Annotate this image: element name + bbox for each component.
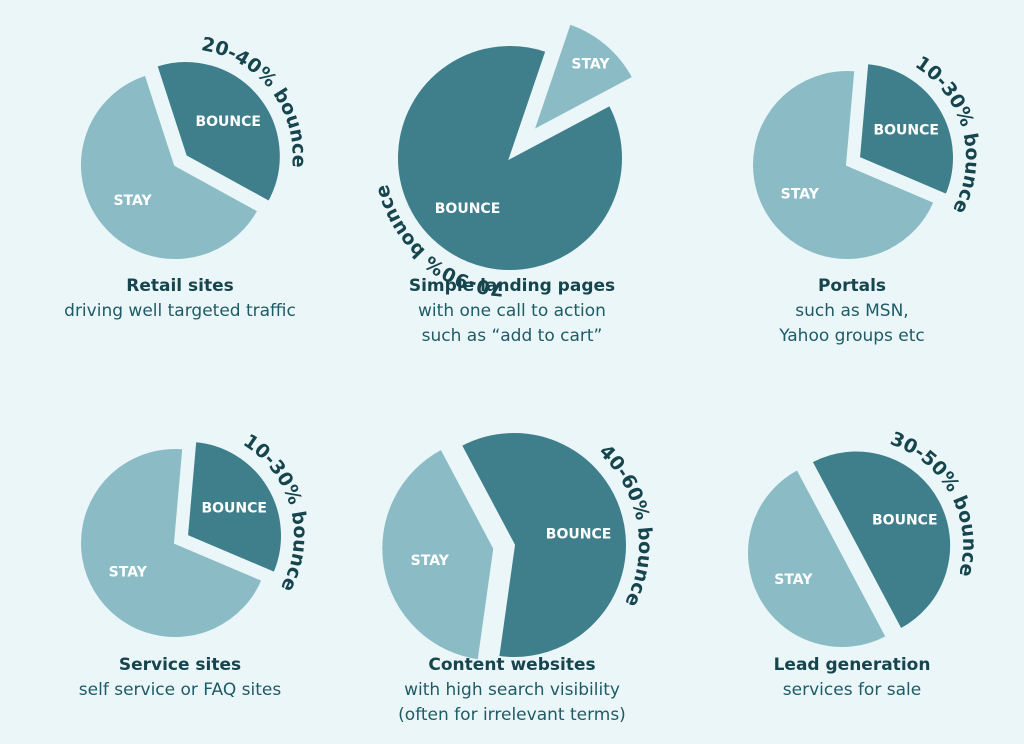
pie-subtitle-line: such as MSN,	[795, 301, 909, 321]
pie-slice-stay	[79, 73, 260, 261]
pie-title: Service sites	[118, 655, 242, 675]
slice-label-stay: STAY	[109, 564, 148, 580]
pie-slice-bounce	[185, 440, 283, 575]
pie-slice-stay	[380, 447, 496, 662]
pie-slice-stay	[751, 69, 936, 261]
pie-subtitle-line: (often for irrelevant terms)	[398, 705, 626, 725]
pie-slice-stay	[531, 22, 635, 133]
slice-label-stay: STAY	[774, 572, 813, 588]
slice-label-bounce: BOUNCE	[872, 513, 938, 529]
slice-label-stay: STAY	[113, 193, 152, 209]
pie-title: Retail sites	[126, 276, 234, 296]
pie-slice-stay	[79, 447, 264, 639]
pie-subtitle-line: Yahoo groups etc	[779, 326, 925, 346]
pie-chart-1: BOUNCE STAY 20-40% bounce Retail sites drivi…	[20, 10, 340, 350]
pie-chart-2: BOUNCE STAY 70-90% bounce Simple landing pa…	[352, 10, 672, 350]
pie-subtitle-line: such as “add to cart”	[421, 326, 603, 346]
slice-label-bounce: BOUNCE	[546, 527, 612, 543]
pie-subtitle-line: services for sale	[782, 680, 922, 700]
slice-label-stay: STAY	[571, 56, 610, 72]
pie-title: Portals	[817, 276, 887, 296]
pie-slice-bounce	[857, 62, 955, 197]
pie-slice-bounce	[155, 60, 282, 204]
pie-chart-3: BOUNCE STAY 10-30% bounce Portals such as MS…	[692, 10, 1012, 350]
pie-slice-bounce	[396, 44, 624, 272]
slice-label-bounce: BOUNCE	[873, 122, 939, 138]
pie-subtitle-line: driving well targeted traffic	[64, 301, 296, 321]
pie-title: Lead generation	[773, 655, 931, 675]
pie-subtitle-line: self service or FAQ sites	[78, 680, 282, 700]
slice-label-stay: STAY	[781, 186, 820, 202]
pie-caption: Lead generation services for sale	[692, 653, 1012, 703]
pie-caption: Content websites with high search visibil…	[352, 653, 672, 728]
pie-caption: Service sites self service or FAQ sites	[20, 653, 340, 703]
pie-caption: Retail sites driving well targeted traffi…	[20, 274, 340, 324]
pie-caption: Portals such as MSN, Yahoo groups etc	[692, 274, 1012, 349]
pie-subtitle-line: with high search visibility	[404, 680, 620, 700]
pie-chart-4: BOUNCE STAY 10-30% bounce Service sites self…	[20, 395, 340, 735]
slice-label-bounce: BOUNCE	[195, 114, 261, 130]
pie-caption: Simple landing pages with one call to act…	[352, 274, 672, 349]
pie-slice-bounce	[810, 449, 952, 631]
pie-chart-5: BOUNCE STAY 40-60% bounce Content websites w…	[352, 395, 672, 735]
pie-slice-stay	[746, 467, 888, 649]
pie-title: Content websites	[428, 655, 596, 675]
slice-label-bounce: BOUNCE	[201, 500, 267, 516]
pie-subtitle-line: with one call to action	[418, 301, 606, 321]
slice-label-bounce: BOUNCE	[435, 201, 501, 217]
pie-title: Simple landing pages	[408, 276, 616, 296]
pie-slice-bounce	[459, 431, 628, 659]
pie-chart-6: BOUNCE STAY 30-50% bounce Lead generation se…	[692, 395, 1012, 735]
slice-label-stay: STAY	[411, 553, 450, 569]
